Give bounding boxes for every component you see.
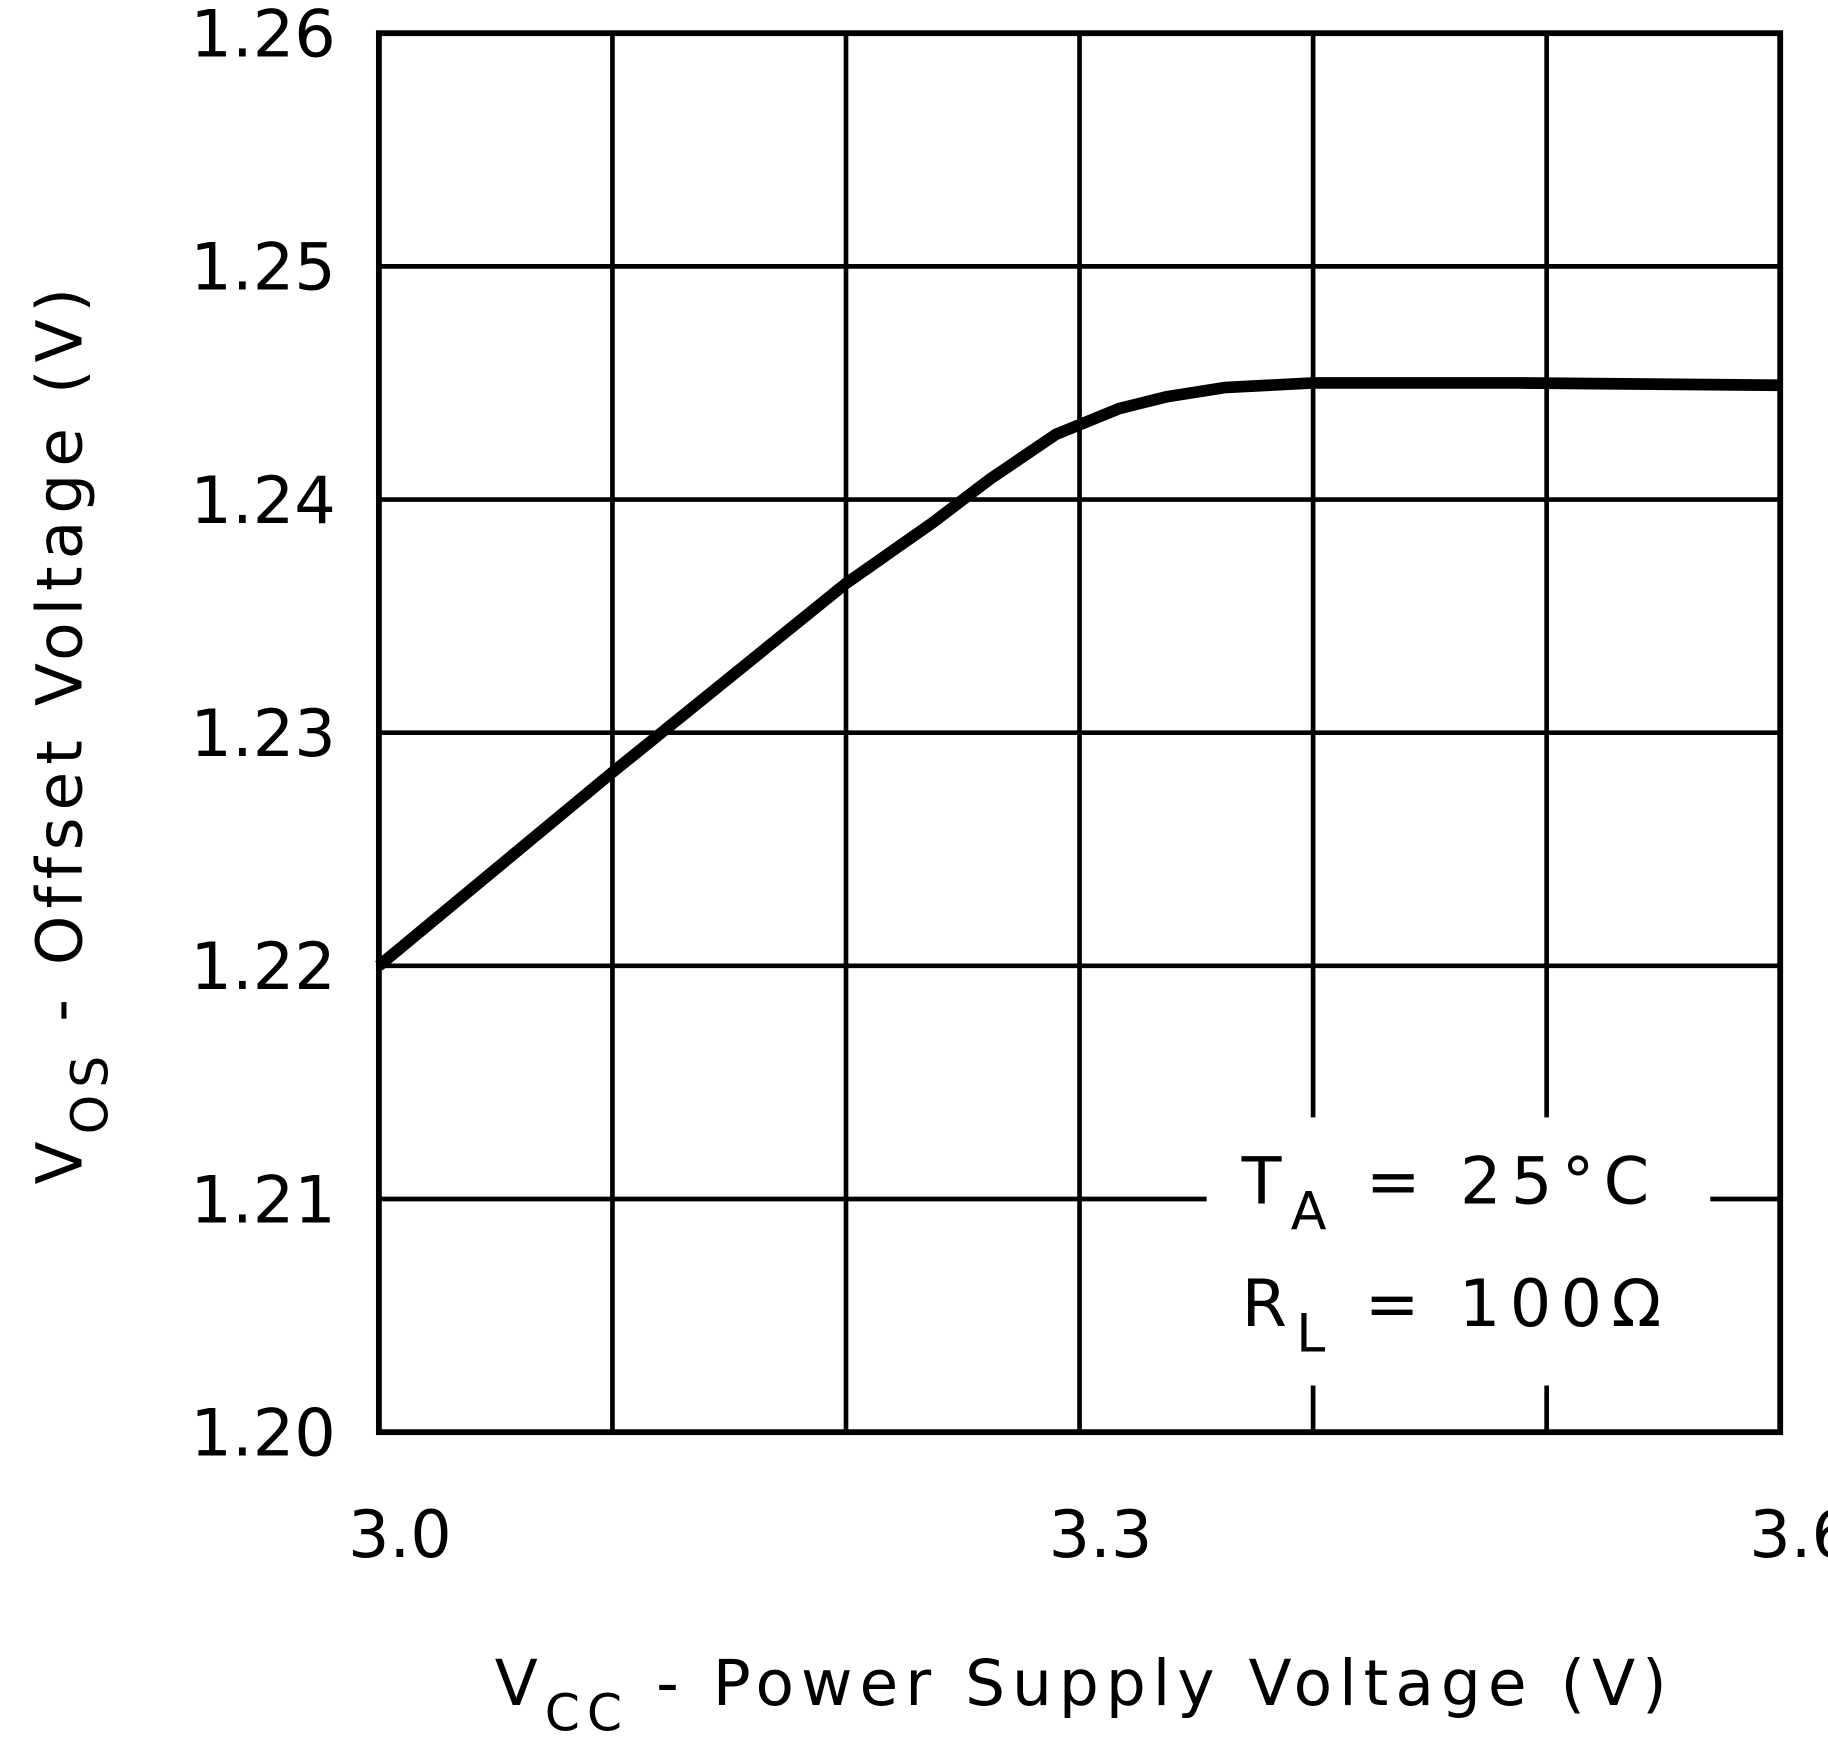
y-axis-label: VOS - Offset Voltage (V)	[24, 281, 120, 1185]
y-tick-label: 1.22	[190, 929, 335, 1005]
y-axis-label-rest: - Offset Voltage (V)	[24, 281, 97, 1049]
x-axis-label-sub: CC	[545, 1684, 629, 1737]
x-axis-label-main: V	[495, 1647, 545, 1720]
y-tick-label: 1.20	[190, 1395, 335, 1471]
annotation-sub: L	[1296, 1305, 1334, 1365]
annotation-main: R	[1242, 1266, 1297, 1342]
x-axis-label-rest: - Power Supply Voltage (V)	[629, 1647, 1674, 1720]
annotation: RL = 100Ω	[1242, 1266, 1671, 1365]
annotation-rest: = 25°C	[1336, 1144, 1659, 1220]
y-axis-label-main: V	[24, 1134, 97, 1184]
annotation: TA = 25°C	[1241, 1144, 1659, 1243]
annotation-main: T	[1241, 1144, 1291, 1220]
y-axis-label-sub: OS	[60, 1049, 119, 1135]
x-tick-label: 3.3	[1049, 1497, 1153, 1573]
y-tick-label: 1.23	[190, 696, 335, 772]
y-tick-label: 1.25	[190, 230, 335, 306]
x-tick-label: 3.6	[1749, 1497, 1828, 1573]
x-axis-label: VCC - Power Supply Voltage (V)	[495, 1647, 1674, 1737]
plot-frame	[375, 30, 1784, 1436]
annotation-sub: A	[1291, 1182, 1336, 1242]
y-tick-label: 1.26	[190, 0, 335, 73]
x-tick-label: 3.0	[348, 1497, 452, 1573]
annotation-rest: = 100Ω	[1335, 1266, 1671, 1342]
data-line	[375, 377, 1781, 971]
y-tick-label: 1.24	[190, 463, 335, 539]
annotation-background	[1206, 1117, 1711, 1386]
y-tick-label: 1.21	[190, 1162, 335, 1238]
